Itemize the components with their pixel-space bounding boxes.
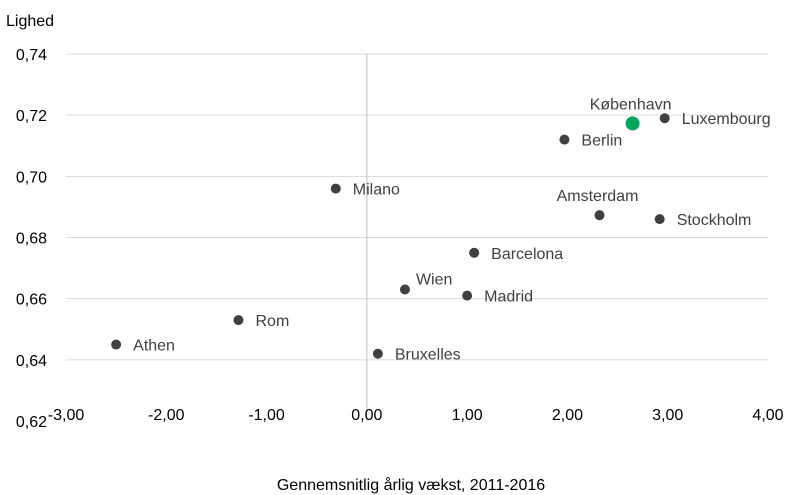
y-tick-label: 0,64 — [16, 353, 47, 370]
data-point — [594, 210, 605, 221]
data-point — [654, 214, 665, 225]
y-tick-label: 0,70 — [16, 169, 47, 186]
x-tick-label: -1,00 — [248, 407, 285, 424]
data-point — [372, 348, 383, 359]
data-point — [559, 134, 570, 145]
data-point — [233, 315, 244, 326]
data-points — [111, 113, 670, 359]
data-point — [469, 247, 480, 258]
point-label: Wien — [416, 271, 452, 288]
y-tick-label: 0,62 — [16, 414, 47, 431]
data-point — [111, 339, 122, 350]
y-axis-title: Lighed — [6, 13, 54, 30]
x-tick-label: 2,00 — [552, 407, 583, 424]
point-label: Stockholm — [677, 212, 752, 229]
point-label: Barcelona — [491, 246, 563, 263]
gridlines — [66, 53, 768, 361]
x-tick-label: 0,00 — [351, 407, 382, 424]
data-point — [399, 284, 410, 295]
point-label: Athen — [133, 338, 175, 355]
x-tick-label: -2,00 — [148, 407, 185, 424]
x-tick-label: 3,00 — [652, 407, 683, 424]
data-point — [625, 116, 640, 131]
x-tick-label: -3,00 — [48, 407, 85, 424]
point-labels: København Luxembourg Berlin Milano Amsterdam… — [133, 96, 771, 363]
data-point — [659, 113, 670, 124]
y-tick-label: 0,74 — [16, 47, 47, 64]
data-point — [462, 290, 473, 301]
data-point — [330, 183, 341, 194]
x-axis-title: Gennemsnitlig årlig vækst, 2011-2016 — [277, 476, 545, 494]
y-tick-label: 0,66 — [16, 292, 47, 309]
x-axis-ticks: -3,00 -2,00 -1,00 0,00 1,00 2,00 3,00 4,00 — [48, 407, 784, 424]
x-tick-label: 4,00 — [752, 407, 783, 424]
y-tick-label: 0,68 — [16, 231, 47, 248]
x-tick-label: 1,00 — [452, 407, 483, 424]
point-label: Bruxelles — [395, 347, 461, 364]
point-label: Madrid — [484, 289, 533, 306]
point-label: Milano — [353, 182, 400, 199]
point-label: Rom — [255, 313, 289, 330]
y-tick-label: 0,72 — [16, 108, 47, 125]
point-label: Amsterdam — [557, 188, 639, 205]
y-axis-ticks: 0,62 0,64 0,66 0,68 0,70 0,72 0,74 — [16, 47, 47, 431]
point-label: København — [590, 96, 672, 113]
point-label: Berlin — [581, 133, 622, 150]
point-label: Luxembourg — [682, 111, 771, 128]
